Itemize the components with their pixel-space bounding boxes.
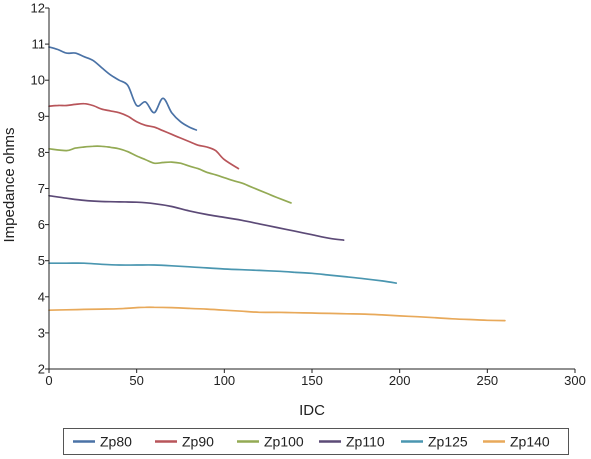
series-line-zp100 xyxy=(48,145,292,204)
x-tick-label: 250 xyxy=(476,373,498,388)
legend-label: Zp110 xyxy=(346,434,385,450)
legend-items: Zp80 Zp90 Zp100 Zp110 Zp125 Zp140 xyxy=(73,434,550,450)
y-tick-label: 5 xyxy=(38,253,45,268)
series-line-zp110 xyxy=(48,194,345,241)
legend-item-zp90: Zp90 xyxy=(155,434,214,450)
y-tick-label: 7 xyxy=(38,181,45,196)
legend-label: Zp100 xyxy=(264,434,304,450)
y-tick-label: 6 xyxy=(38,217,45,232)
y-tick-label: 4 xyxy=(38,289,45,304)
legend-label: Zp125 xyxy=(428,434,468,450)
legend-item-zp80: Zp80 xyxy=(73,434,132,450)
legend-item-zp100: Zp100 xyxy=(237,434,304,450)
legend-item-zp140: Zp140 xyxy=(483,434,550,450)
legend-label: Zp140 xyxy=(510,434,550,450)
series-line-zp80 xyxy=(48,46,198,131)
y-axis-title: Impedance ohms xyxy=(1,127,18,242)
plot-area xyxy=(48,46,506,322)
y-axis-ticks: 2 3 4 5 6 7 8 9 10 11 12 xyxy=(31,1,49,377)
series-line-zp90 xyxy=(48,102,240,170)
x-tick-label: 100 xyxy=(213,373,235,388)
legend: Zp80 Zp90 Zp100 Zp110 Zp125 Zp140 xyxy=(63,428,569,455)
x-axis-title: IDC xyxy=(299,402,325,419)
x-tick-label: 50 xyxy=(129,373,143,388)
x-axis-ticks: 0 50 100 150 200 250 300 xyxy=(45,369,586,388)
y-tick-label: 10 xyxy=(31,73,45,88)
legend-item-zp125: Zp125 xyxy=(401,434,468,450)
y-tick-label: 2 xyxy=(38,362,45,377)
series-line-zp125 xyxy=(48,262,398,284)
x-tick-label: 0 xyxy=(45,373,52,388)
legend-item-zp110: Zp110 xyxy=(319,434,385,450)
y-tick-label: 9 xyxy=(38,109,45,124)
series-line-zp140 xyxy=(48,306,506,322)
x-tick-label: 200 xyxy=(389,373,411,388)
y-tick-label: 12 xyxy=(31,1,45,16)
y-tick-label: 11 xyxy=(32,37,46,52)
legend-label: Zp80 xyxy=(100,434,132,450)
x-tick-label: 150 xyxy=(301,373,323,388)
y-tick-label: 8 xyxy=(38,145,45,160)
legend-label: Zp90 xyxy=(182,434,214,450)
y-tick-label: 3 xyxy=(38,325,45,340)
x-tick-label: 300 xyxy=(564,373,586,388)
